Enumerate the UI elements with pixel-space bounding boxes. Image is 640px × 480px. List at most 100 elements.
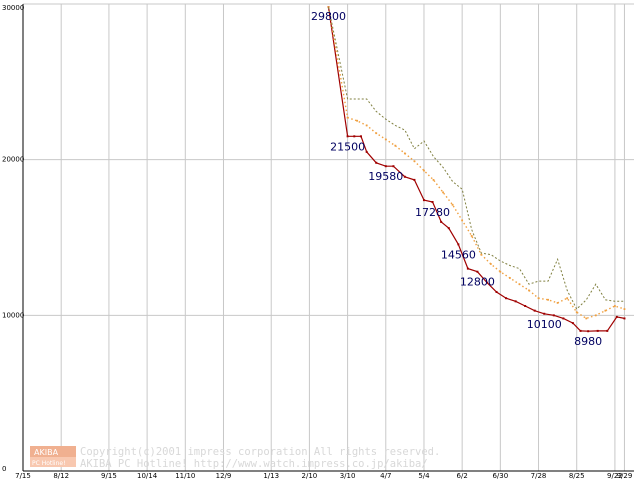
- series-2-point: [508, 277, 511, 279]
- data-label: 12800: [460, 276, 495, 289]
- series-1-point: [457, 243, 460, 246]
- series-2-point: [384, 138, 387, 141]
- series-2-point: [594, 314, 597, 317]
- akiba-logo-bottom: [30, 457, 76, 467]
- series-1-point: [562, 317, 565, 320]
- series-2-point: [537, 297, 540, 300]
- axes: 7/15 8/12 9/15 10/14 11/10 12/9 1/13 2/10 3/10 4/…: [2, 4, 634, 480]
- series-2-point: [566, 297, 569, 300]
- data-labels: 29800 21500 19580 17280 14560 12800 10100 8980: [311, 10, 602, 348]
- series-1-point: [495, 290, 498, 293]
- series-2-point: [413, 160, 416, 163]
- series-1-point: [514, 300, 517, 303]
- watermark: AKIBA PC Hotline! Copyright(c)2001 impre…: [30, 446, 440, 470]
- x-tick-label: 12/9: [216, 472, 232, 480]
- y-tick-label: 30000: [2, 4, 24, 12]
- series-1-point: [596, 329, 599, 332]
- akiba-logo-subtext: PC Hotline!: [32, 460, 65, 467]
- x-tick-label: 9/22: [607, 472, 623, 480]
- series-1-point: [422, 199, 425, 202]
- y-tick-label: 20000: [2, 156, 24, 164]
- x-tick-label: 8/12: [53, 472, 69, 480]
- x-tick-label: 8/25: [569, 472, 585, 480]
- series-1-point: [384, 165, 387, 168]
- copyright-line: Copyright(c)2001 impress corporation All…: [80, 446, 440, 458]
- series-1-point: [476, 270, 479, 273]
- data-label: 17280: [415, 206, 450, 219]
- x-tick-label: 7/15: [15, 472, 31, 480]
- series-1-point: [533, 309, 536, 312]
- series-1-point: [447, 227, 450, 230]
- y-tick-label: 0: [2, 465, 6, 473]
- series-2-point: [403, 152, 406, 155]
- series-1-point: [440, 220, 443, 223]
- series-2-point: [499, 270, 502, 273]
- data-label: 19580: [368, 170, 403, 183]
- series-1-point: [413, 178, 416, 181]
- x-tick-label: 3/10: [340, 472, 356, 480]
- series-1-point: [353, 135, 356, 138]
- data-label: 29800: [311, 10, 346, 23]
- x-tick-label: 6/2: [457, 472, 468, 480]
- series-2-point: [461, 219, 464, 222]
- x-tick-label: 11/10: [175, 472, 195, 480]
- series-1-point: [606, 329, 609, 332]
- series-2-point: [547, 298, 549, 301]
- series-2-point: [480, 253, 483, 256]
- series-1-point: [587, 330, 590, 333]
- series-1-point: [579, 329, 582, 332]
- akiba-logo-text: AKIBA: [34, 448, 59, 457]
- series-1-point: [403, 175, 406, 178]
- x-tick-label: 9/29: [617, 472, 633, 480]
- x-tick-label: 6/30: [492, 472, 508, 480]
- series-1-point: [365, 150, 368, 153]
- series-1-point: [543, 312, 546, 315]
- series-2-point: [451, 203, 454, 206]
- series-2-point: [575, 311, 578, 314]
- series-2-point: [489, 263, 492, 265]
- series-2-point: [528, 289, 530, 292]
- series-1-point: [623, 317, 626, 320]
- series-2-point: [585, 317, 588, 320]
- series-1-point: [571, 322, 574, 325]
- series-2-point: [556, 301, 559, 304]
- series-1-point: [375, 161, 378, 164]
- series-1-point: [505, 297, 508, 300]
- x-tick-label: 7/28: [531, 472, 547, 480]
- series-2-point: [604, 309, 607, 312]
- series-line-3: [328, 6, 625, 310]
- series-1-point: [346, 135, 349, 138]
- series-2-point: [518, 283, 521, 286]
- series-2-point: [623, 308, 626, 311]
- data-label: 21500: [330, 140, 365, 153]
- url-line: AKIBA PC Hotline! http://www.watch.impre…: [80, 458, 428, 470]
- series-2-point: [423, 169, 425, 172]
- data-label: 14560: [441, 248, 476, 261]
- series-2-point: [470, 235, 473, 237]
- series-1-point: [485, 281, 488, 284]
- series-group: [327, 6, 626, 333]
- series-2-point: [432, 179, 435, 181]
- x-tick-label: 5/4: [418, 472, 430, 480]
- series-1-point: [392, 165, 395, 168]
- series-1-point: [615, 315, 618, 318]
- series-2-point: [365, 124, 368, 127]
- x-tick-label: 4/7: [380, 472, 391, 480]
- series-1-point: [552, 314, 555, 317]
- series-2-point: [346, 116, 349, 119]
- series-2-point: [394, 144, 397, 147]
- series-2-point: [375, 132, 378, 135]
- akiba-logo-top: [30, 446, 76, 457]
- y-tick-label: 10000: [2, 311, 24, 319]
- series-1-point: [359, 135, 362, 138]
- series-2-point: [614, 305, 616, 307]
- series-1-point: [524, 304, 527, 307]
- series-2-point: [442, 191, 444, 194]
- data-label: 8980: [574, 335, 602, 348]
- data-label: 10100: [527, 318, 562, 331]
- series-1-point: [431, 201, 434, 204]
- series-1-point: [466, 267, 469, 270]
- x-tick-label: 10/14: [137, 472, 158, 480]
